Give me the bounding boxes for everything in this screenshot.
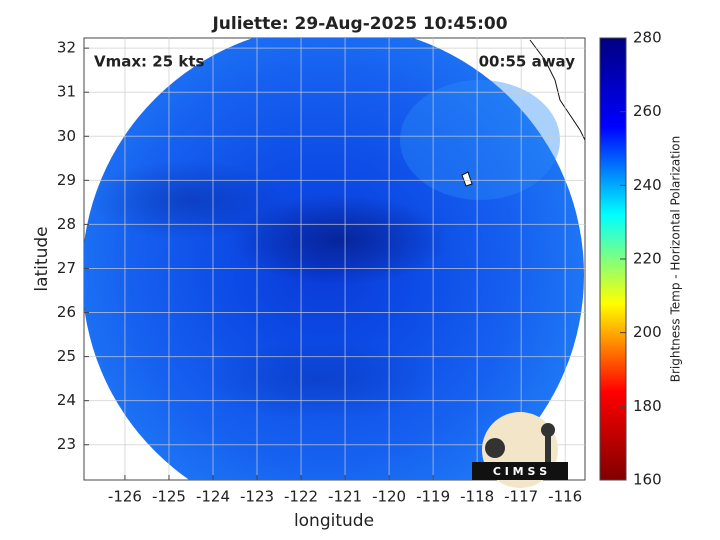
colorbar-tick-label: 160 <box>633 471 662 489</box>
x-tick-label: -125 <box>152 488 186 506</box>
x-tick-label: -119 <box>416 488 450 506</box>
satellite-image <box>84 38 585 480</box>
colorbar-tick-label: 200 <box>633 323 662 341</box>
logo-text: C I M S S <box>493 465 547 478</box>
y-tick-label: 28 <box>57 215 76 233</box>
colorbar-tick-label: 180 <box>633 397 662 415</box>
x-tick-label: -122 <box>284 488 318 506</box>
x-tick-label: -124 <box>196 488 230 506</box>
y-tick-label: 29 <box>57 171 76 189</box>
chart-title: Juliette: 29-Aug-2025 10:45:00 <box>211 14 507 34</box>
logo: C I M S S <box>472 412 568 488</box>
x-tick-label: -118 <box>460 488 494 506</box>
x-tick-label: -116 <box>548 488 582 506</box>
annotation: Vmax: 25 kts <box>94 53 204 71</box>
y-tick-label: 31 <box>57 83 76 101</box>
y-axis-label: latitude <box>32 226 52 291</box>
y-tick-label: 23 <box>57 435 76 453</box>
x-tick-label: -120 <box>372 488 406 506</box>
x-tick-label: -117 <box>504 488 538 506</box>
colorbar-tick-label: 220 <box>633 250 662 268</box>
colorbar-tick-label: 280 <box>633 29 662 47</box>
x-tick-label: -123 <box>240 488 274 506</box>
y-tick-label: 30 <box>57 127 76 145</box>
y-tick-label: 25 <box>57 347 76 365</box>
y-tick-label: 32 <box>57 39 76 57</box>
x-tick-label: -121 <box>328 488 362 506</box>
colorbar-label: Brightness Temp - Horizontal Polarizatio… <box>669 136 683 383</box>
annotation: 00:55 away <box>479 53 576 71</box>
y-tick-label: 27 <box>57 259 76 277</box>
x-axis-label: longitude <box>294 511 374 531</box>
y-tick-label: 24 <box>57 391 76 409</box>
colorbar-tick-label: 240 <box>633 176 662 194</box>
y-tick-label: 26 <box>57 303 76 321</box>
colorbar-tick-label: 260 <box>633 102 662 120</box>
x-tick-label: -126 <box>108 488 142 506</box>
